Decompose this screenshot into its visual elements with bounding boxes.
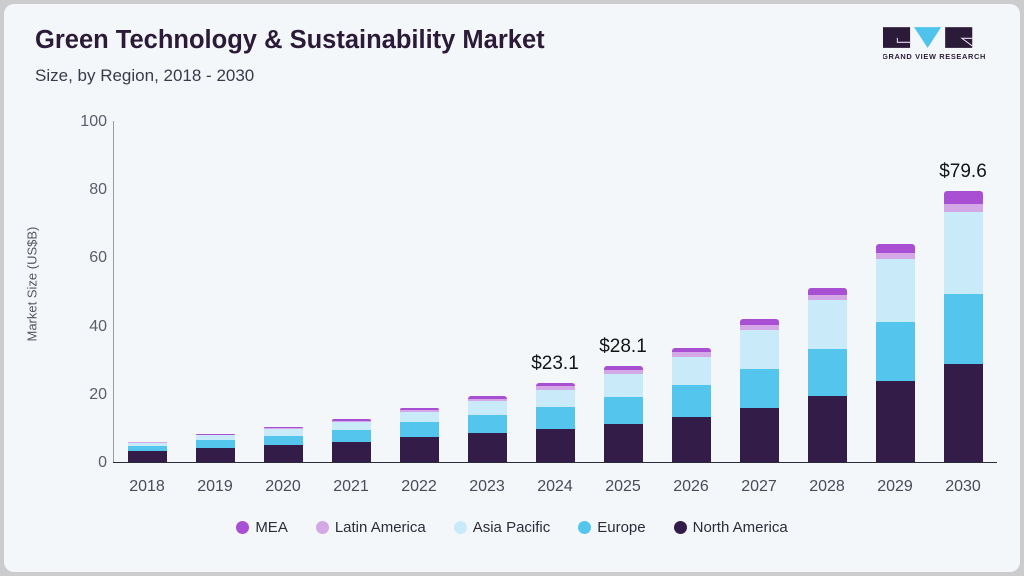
svg-text:GRAND VIEW RESEARCH: GRAND VIEW RESEARCH (883, 52, 985, 61)
